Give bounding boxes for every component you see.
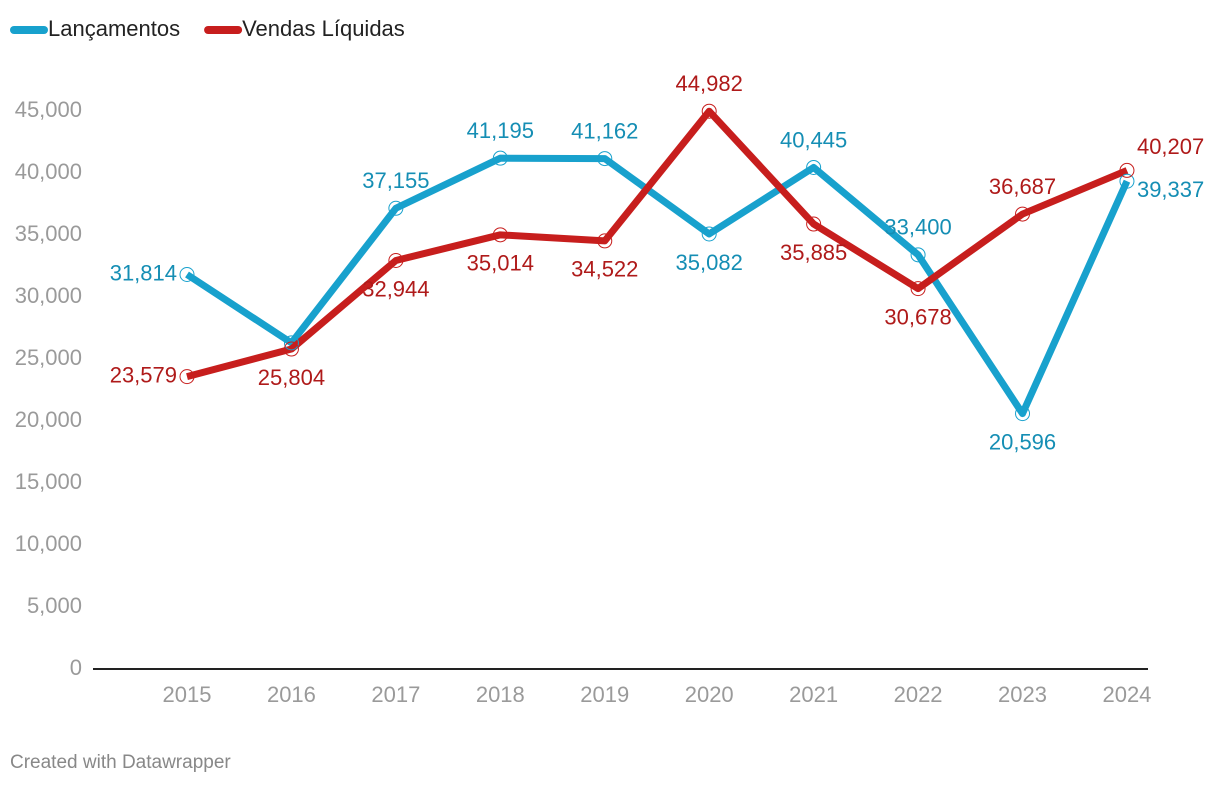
x-tick-label: 2023 [998, 682, 1047, 707]
value-label: 34,522 [571, 257, 638, 282]
y-tick-label: 40,000 [15, 159, 82, 184]
legend-label: Lançamentos [48, 16, 180, 41]
y-tick-label: 5,000 [27, 593, 82, 618]
point-marker [283, 341, 299, 357]
legend-label: Vendas Líquidas [242, 16, 405, 41]
value-label: 41,195 [467, 118, 534, 143]
value-label: 25,804 [258, 365, 325, 390]
point-marker [388, 252, 404, 268]
point-marker [1119, 162, 1135, 178]
y-tick-label: 20,000 [15, 407, 82, 432]
value-label: 37,155 [362, 168, 429, 193]
value-label: 40,445 [780, 127, 847, 152]
y-tick-label: 30,000 [15, 283, 82, 308]
y-tick-label: 0 [70, 655, 82, 680]
value-label: 23,579 [110, 362, 177, 387]
point-marker [388, 200, 404, 216]
point-marker [1119, 173, 1135, 189]
point-marker [597, 233, 613, 249]
y-tick-label: 15,000 [15, 469, 82, 494]
value-label: 35,014 [467, 251, 534, 276]
point-marker [910, 281, 926, 297]
y-tick-label: 25,000 [15, 345, 82, 370]
point-marker [1015, 206, 1031, 222]
value-label: 41,162 [571, 118, 638, 143]
x-tick-label: 2018 [476, 682, 525, 707]
x-tick-label: 2016 [267, 682, 316, 707]
x-tick-label: 2021 [789, 682, 838, 707]
value-label: 44,982 [676, 71, 743, 96]
value-label: 31,814 [110, 260, 177, 285]
point-marker [806, 216, 822, 232]
value-label: 35,885 [780, 240, 847, 265]
credit: Created with Datawrapper [10, 752, 231, 773]
value-label: 36,687 [989, 174, 1056, 199]
point-marker [179, 267, 195, 283]
value-label: 40,207 [1137, 134, 1204, 159]
series-line [186, 107, 1129, 381]
point-marker [910, 247, 926, 263]
point-marker [283, 335, 299, 351]
value-label: 20,596 [989, 429, 1056, 454]
x-tick-label: 2017 [371, 682, 420, 707]
y-tick-label: 45,000 [15, 97, 82, 122]
point-marker [492, 227, 508, 243]
x-tick-label: 2015 [163, 682, 212, 707]
point-marker [597, 151, 613, 167]
point-marker [701, 103, 717, 119]
series-line [185, 154, 1131, 418]
point-marker [492, 150, 508, 166]
x-tick-label: 2019 [580, 682, 629, 707]
value-label: 30,678 [884, 304, 951, 329]
value-label: 33,400 [884, 215, 951, 240]
y-tick-label: 35,000 [15, 221, 82, 246]
x-tick-label: 2022 [894, 682, 943, 707]
y-tick-label: 10,000 [15, 531, 82, 556]
point-marker [701, 226, 717, 242]
value-label: 39,337 [1137, 177, 1204, 202]
value-label: 35,082 [676, 250, 743, 275]
x-tick-label: 2024 [1102, 682, 1151, 707]
point-marker [179, 369, 195, 385]
value-label: 32,944 [362, 276, 429, 301]
point-marker [1015, 406, 1031, 422]
x-tick-label: 2020 [685, 682, 734, 707]
point-marker [806, 159, 822, 175]
